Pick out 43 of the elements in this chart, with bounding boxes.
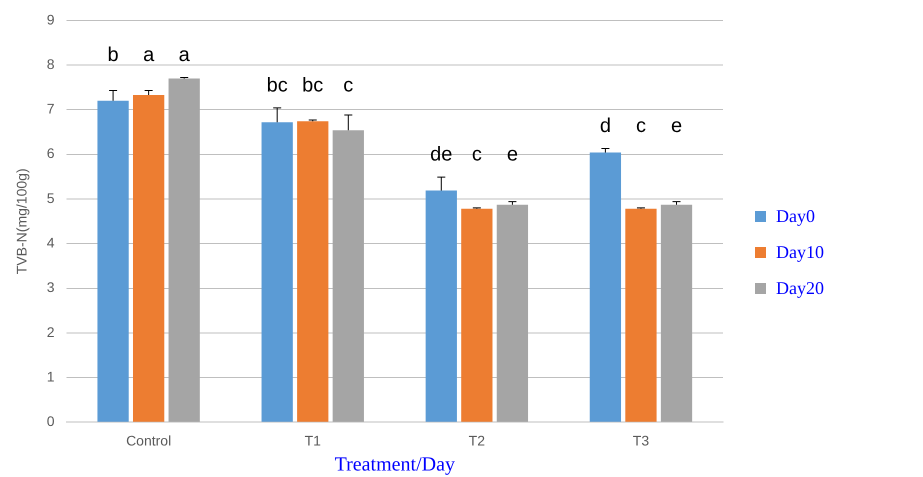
annotation: c xyxy=(343,74,354,96)
y-tick-label: 0 xyxy=(46,413,55,430)
x-axis-title: Treatment/Day xyxy=(334,453,455,476)
x-tick-label: T3 xyxy=(632,432,650,448)
annotation: de xyxy=(430,144,452,166)
legend-label: Day0 xyxy=(776,205,815,227)
legend-label: Day20 xyxy=(776,277,824,299)
bar xyxy=(660,204,692,422)
x-tick-label: T1 xyxy=(304,432,322,448)
x-tick-label: Control xyxy=(126,432,172,448)
annotation: c xyxy=(636,115,646,138)
bar xyxy=(297,121,328,422)
y-tick-label: 8 xyxy=(46,56,55,72)
y-tick-label: 5 xyxy=(46,190,55,206)
bar xyxy=(262,122,293,422)
bar xyxy=(332,130,364,422)
annotation: e xyxy=(506,144,518,166)
annotation: c xyxy=(472,144,482,166)
legend-label: Day10 xyxy=(776,241,824,263)
y-tick-label: 3 xyxy=(46,279,55,296)
annotation: a xyxy=(178,44,191,66)
annotation: e xyxy=(670,115,682,138)
annotation: a xyxy=(143,44,156,66)
bar xyxy=(132,94,164,422)
bar xyxy=(461,208,492,422)
y-tick-label: 6 xyxy=(46,145,55,162)
y-tick-label: 2 xyxy=(46,324,55,340)
annotation: bc xyxy=(266,74,288,96)
y-tick-label: 1 xyxy=(46,368,55,384)
annotation: d xyxy=(600,115,611,138)
annotation: b xyxy=(108,44,119,66)
x-tick-label: T2 xyxy=(468,432,486,448)
bar xyxy=(97,100,129,422)
bar xyxy=(625,208,657,422)
bar xyxy=(496,204,528,422)
y-tick-label: 9 xyxy=(46,11,55,28)
y-tick-label: 4 xyxy=(46,234,55,250)
y-tick-label: 7 xyxy=(46,100,55,117)
y-axis-title: TVB-N(mg/100g) xyxy=(13,168,30,274)
bar xyxy=(168,78,200,422)
annotation: bc xyxy=(302,74,324,96)
bar xyxy=(426,190,457,422)
bar xyxy=(590,152,622,422)
